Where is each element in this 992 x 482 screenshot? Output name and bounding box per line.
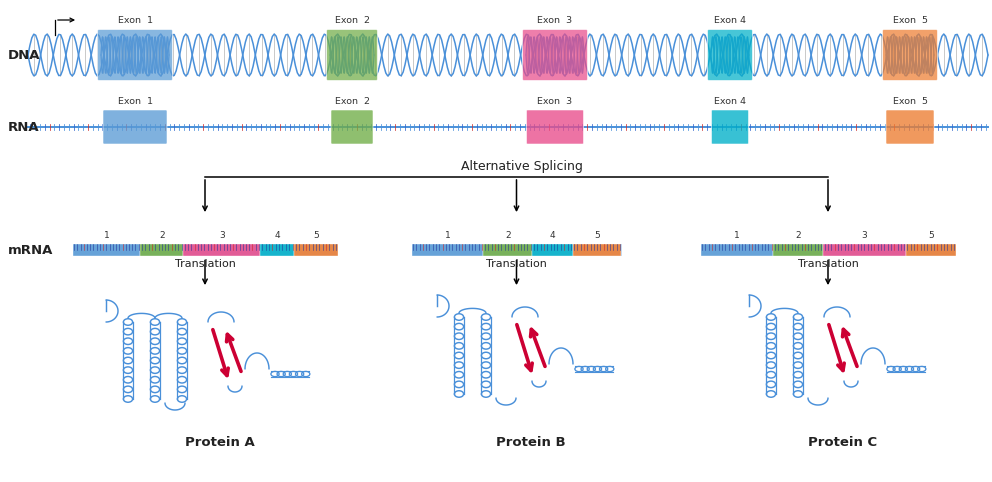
Text: mRNA: mRNA <box>8 243 54 256</box>
Text: 2: 2 <box>796 231 801 240</box>
Text: Exon  5: Exon 5 <box>893 16 928 25</box>
FancyBboxPatch shape <box>886 110 934 144</box>
Bar <box>72 244 337 256</box>
Text: 2: 2 <box>159 231 165 240</box>
Bar <box>184 244 261 256</box>
Bar <box>261 244 295 256</box>
FancyBboxPatch shape <box>326 29 378 80</box>
Bar <box>906 244 955 256</box>
Text: DNA: DNA <box>8 49 41 62</box>
Text: 4: 4 <box>275 231 280 240</box>
Bar <box>572 244 622 256</box>
Text: Exon  3: Exon 3 <box>538 16 572 25</box>
Bar <box>774 244 823 256</box>
Bar <box>140 244 184 256</box>
Text: Translation: Translation <box>486 258 547 268</box>
Text: Exon  3: Exon 3 <box>538 97 572 106</box>
Bar <box>295 244 337 256</box>
FancyBboxPatch shape <box>331 110 373 144</box>
Bar <box>72 244 140 256</box>
Text: 3: 3 <box>862 231 867 240</box>
Text: 3: 3 <box>219 231 225 240</box>
Bar <box>700 244 774 256</box>
Text: 1: 1 <box>734 231 740 240</box>
FancyBboxPatch shape <box>711 110 749 144</box>
Text: 5: 5 <box>313 231 318 240</box>
Bar <box>412 244 622 256</box>
Text: Alternative Splicing: Alternative Splicing <box>460 160 582 173</box>
Text: 1: 1 <box>103 231 109 240</box>
Text: Exon  5: Exon 5 <box>893 97 928 106</box>
Text: Exon  1: Exon 1 <box>117 97 153 106</box>
FancyBboxPatch shape <box>883 29 937 80</box>
Text: Protein A: Protein A <box>186 436 255 449</box>
Bar <box>823 244 906 256</box>
Text: 4: 4 <box>550 231 556 240</box>
Text: Protein B: Protein B <box>496 436 565 449</box>
Text: Exon  1: Exon 1 <box>117 16 153 25</box>
Text: 5: 5 <box>594 231 600 240</box>
Text: 5: 5 <box>928 231 933 240</box>
FancyBboxPatch shape <box>103 110 167 144</box>
Text: Exon  2: Exon 2 <box>334 97 369 106</box>
FancyBboxPatch shape <box>527 110 583 144</box>
Text: 2: 2 <box>505 231 511 240</box>
Text: Exon 4: Exon 4 <box>714 97 746 106</box>
Text: Translation: Translation <box>798 258 858 268</box>
Bar <box>700 244 955 256</box>
FancyBboxPatch shape <box>523 29 587 80</box>
Bar <box>412 244 483 256</box>
Text: Protein C: Protein C <box>808 436 878 449</box>
FancyBboxPatch shape <box>707 29 753 80</box>
Text: 1: 1 <box>444 231 450 240</box>
FancyBboxPatch shape <box>97 29 173 80</box>
Bar <box>533 244 572 256</box>
Text: RNA: RNA <box>8 120 40 134</box>
Text: Exon  2: Exon 2 <box>334 16 369 25</box>
Text: Exon 4: Exon 4 <box>714 16 746 25</box>
Bar <box>483 244 533 256</box>
Text: Translation: Translation <box>175 258 235 268</box>
